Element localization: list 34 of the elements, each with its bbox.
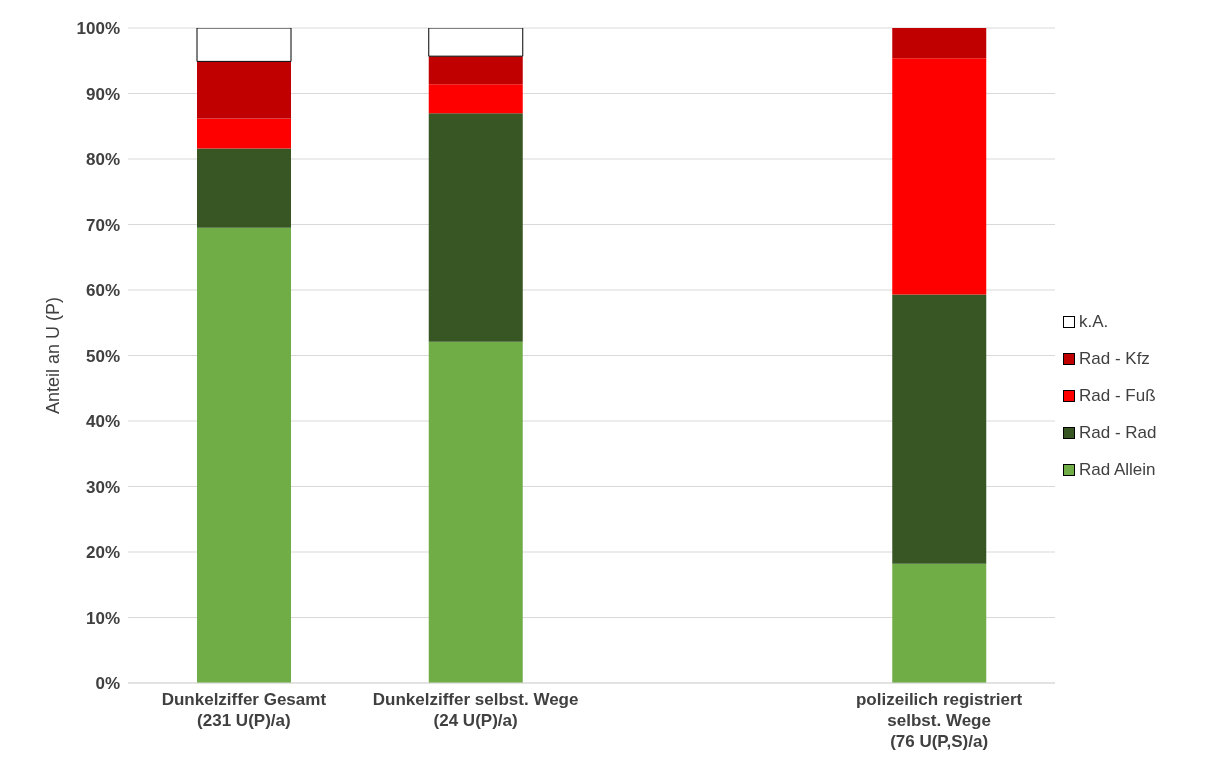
bar	[197, 148, 291, 228]
x-tick-label: Dunkelziffer selbst. Wege (24 U(P)/a)	[372, 690, 579, 730]
y-tick-label: 40%	[85, 412, 120, 432]
bar	[428, 56, 523, 85]
bar	[197, 227, 291, 683]
legend-label: Rad - Rad	[1079, 422, 1157, 443]
y-tick-label: 60%	[85, 281, 120, 301]
y-tick-label: 20%	[85, 543, 120, 563]
legend-label: Rad - Kfz	[1079, 348, 1150, 369]
x-tick-label: polizeilich registriert selbst. Wege (76 U(P,S)/a)	[855, 690, 1023, 751]
y-tick-label: 30%	[85, 477, 120, 497]
bar	[892, 294, 987, 564]
bar	[428, 341, 523, 683]
y-tick-label: 70%	[85, 215, 120, 235]
bar	[892, 58, 987, 295]
bar	[892, 563, 987, 683]
y-tick-label: 90%	[85, 84, 120, 104]
y-tick-label: 0%	[95, 674, 120, 694]
bar	[197, 61, 291, 119]
y-tick-label: 80%	[85, 150, 120, 170]
y-tick-label: 100%	[76, 19, 120, 39]
legend-label: Rad - Fuß	[1079, 385, 1156, 406]
y-axis-title: Anteil an U (P)	[43, 296, 64, 415]
legend-label: k.A.	[1079, 311, 1109, 332]
bar	[892, 28, 987, 59]
y-tick-label: 10%	[85, 608, 120, 628]
legend-label: Rad Allein	[1079, 459, 1156, 480]
bar	[428, 28, 524, 57]
bar	[428, 84, 523, 114]
bar	[197, 118, 291, 149]
x-tick-label: Dunkelziffer Gesamt (231 U(P)/a)	[161, 690, 327, 730]
y-tick-label: 50%	[85, 346, 120, 366]
bar	[428, 113, 523, 342]
bar	[196, 28, 292, 62]
